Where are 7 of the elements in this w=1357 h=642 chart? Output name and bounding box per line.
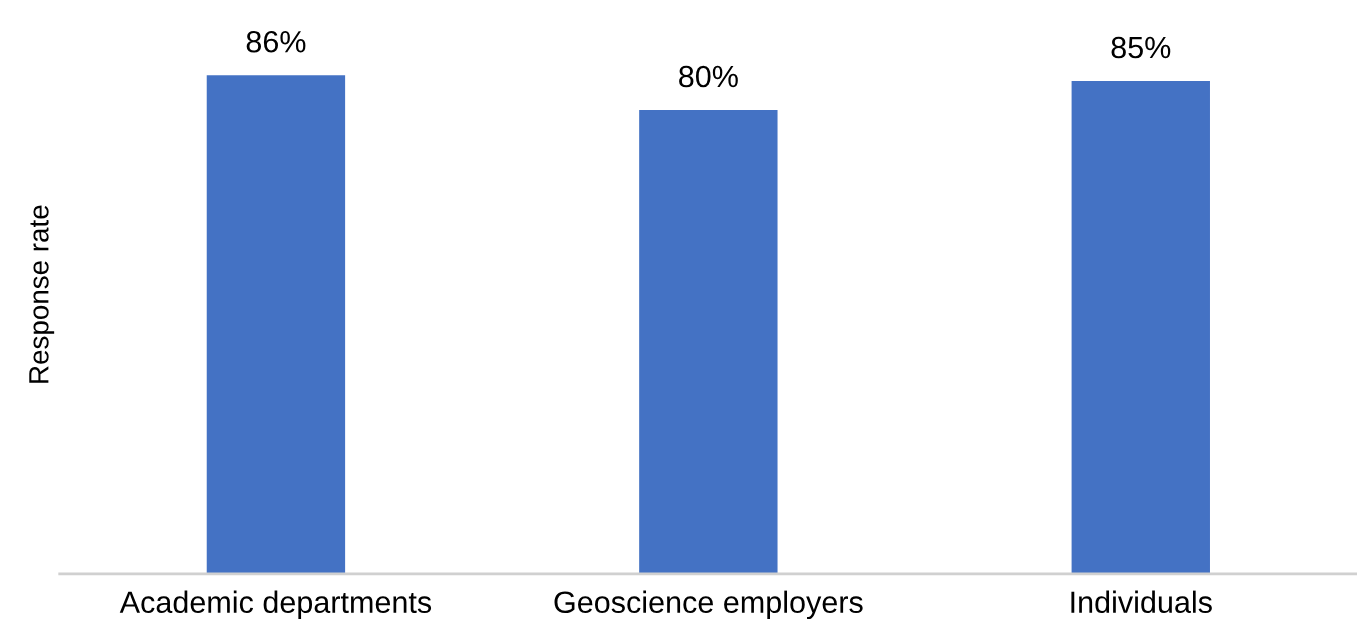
- x-tick-label: Academic departments: [119, 590, 432, 620]
- x-tick-label: Individuals: [1071, 590, 1212, 614]
- data-label: 85%: [1111, 36, 1171, 59]
- data-label: 80%: [679, 65, 738, 88]
- y-axis-title: Response rate: [29, 205, 55, 383]
- x-tick-label: Geoscience employers: [554, 590, 863, 620]
- data-label: 86%: [246, 30, 306, 53]
